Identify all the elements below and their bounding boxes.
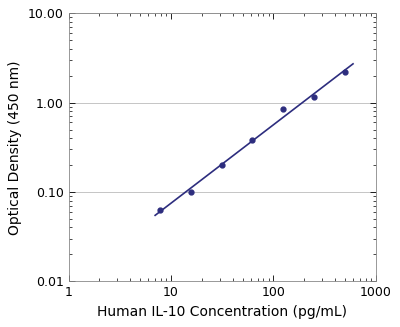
X-axis label: Human IL-10 Concentration (pg/mL): Human IL-10 Concentration (pg/mL) (97, 305, 347, 319)
Y-axis label: Optical Density (450 nm): Optical Density (450 nm) (8, 60, 22, 234)
